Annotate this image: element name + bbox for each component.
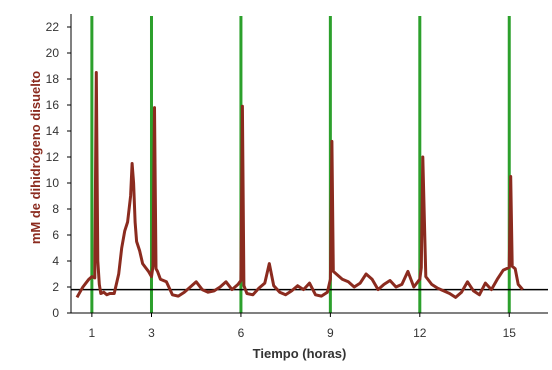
y-tick-label: 10: [46, 176, 60, 190]
y-tick-label: 6: [52, 228, 59, 242]
x-axis-ticks: 1 3 6 9 12 15: [89, 313, 517, 340]
x-tick-label: 15: [503, 326, 517, 340]
y-tick-label: 20: [46, 46, 60, 60]
y-tick-label: 4: [52, 254, 59, 268]
x-tick-label: 12: [413, 326, 427, 340]
y-tick-label: 8: [52, 202, 59, 216]
y-tick-label: 2: [52, 280, 59, 294]
y-tick-label: 14: [46, 124, 60, 138]
series-line: [75, 71, 524, 299]
y-axis-ticks: 0 2 4 6 8 10 12 14 16 18 20 22: [46, 20, 71, 320]
x-tick-label: 9: [327, 326, 334, 340]
y-tick-label: 16: [46, 98, 60, 112]
x-tick-label: 3: [148, 326, 155, 340]
x-tick-label: 6: [238, 326, 245, 340]
y-axis-title: mM de dihidrógeno disuelto: [28, 71, 43, 244]
y-tick-label: 12: [46, 150, 60, 164]
x-axis-title: Tiempo (horas): [253, 346, 347, 361]
x-tick-label: 1: [89, 326, 96, 340]
y-tick-label: 18: [46, 72, 60, 86]
y-tick-label: 0: [52, 306, 59, 320]
y-tick-label: 22: [46, 20, 60, 34]
